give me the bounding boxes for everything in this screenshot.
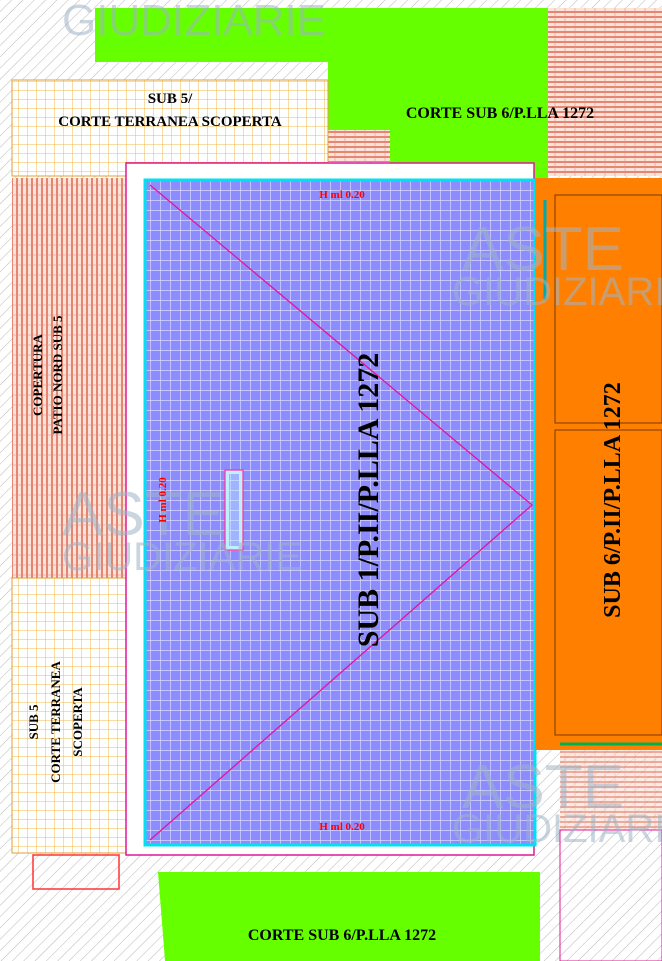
sub5-left-label-2: CORTE TERRANEA: [48, 661, 63, 783]
watermark-center-aste: ASTE: [62, 480, 224, 549]
height-label-bottom: H ml 0.20: [319, 821, 365, 833]
watermark-top: GIUDIZIARIE: [62, 0, 326, 45]
watermark-mid-right-giud: GIUDIZIARIE: [452, 270, 662, 314]
height-label-left: H ml 0.20: [157, 477, 169, 523]
sub6-inner-room-2: [554, 429, 662, 736]
height-label-top: H ml 0.20: [319, 189, 365, 201]
watermark-center-giud: GIUDIZIARIE: [62, 535, 302, 579]
watermark-mid-right-aste: ASTE: [462, 215, 624, 284]
skylight-inner: [229, 474, 239, 546]
bottom-right-hatch: [560, 750, 662, 830]
watermark-bottom-giud: GIUDIZIARIE: [452, 807, 662, 851]
corte-top-label: CORTE SUB 6/P.LLA 1272: [406, 105, 594, 122]
sub5-top-label-2: CORTE TERRANEA SCOPERTA: [58, 114, 282, 130]
roof-hip-lines: [149, 184, 533, 841]
sub5-left-label-3: SCOPERTA: [70, 687, 85, 757]
corte-sub6-top-area: [328, 62, 548, 178]
copertura-label-2: PATIO NORD SUB 5: [50, 315, 65, 435]
copertura-label-1: COPERTURA: [30, 333, 45, 415]
sub1-roof-area: [143, 178, 537, 847]
copertura-area: [12, 178, 126, 578]
sub1-label: SUB 1/P.II/P.LLA 1272: [352, 353, 385, 648]
corte-top-green: [95, 8, 548, 62]
watermark-bottom-aste: ASTE: [462, 753, 624, 822]
sub6-label: SUB 6/P.II/P.LLA 1272: [600, 382, 626, 618]
sub5-top-label-1: SUB 5/: [148, 91, 193, 107]
small-red-box: [32, 854, 120, 890]
sub5-left-area: [11, 577, 127, 854]
sub5-left-label-1: SUB 5: [26, 704, 41, 740]
corte-bottom-green: [158, 872, 540, 961]
corte-bottom-label: CORTE SUB 6/P.LLA 1272: [248, 927, 436, 944]
sub5-top-area: [11, 79, 329, 177]
sub6-inner-room: [554, 194, 662, 424]
sub6-area: [535, 178, 662, 750]
bottom-right-frame: [559, 829, 662, 961]
top-right-red-hatch: [548, 8, 662, 176]
